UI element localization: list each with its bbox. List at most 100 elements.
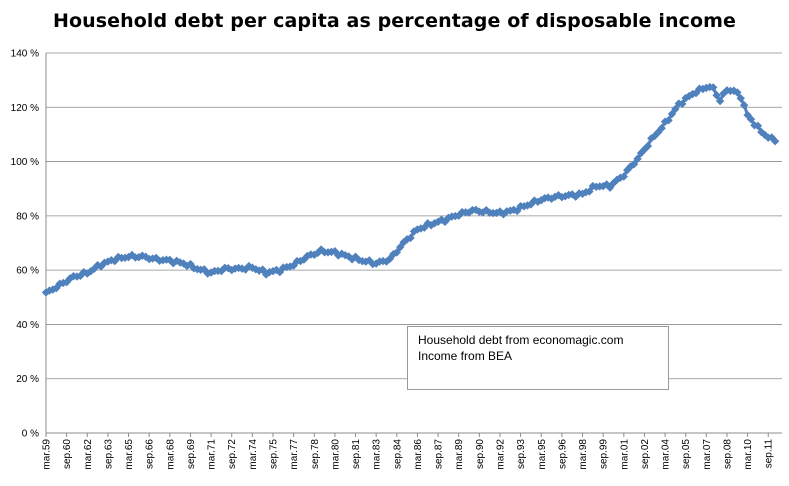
x-tick-label: sep.75	[268, 439, 279, 469]
data-point-marker	[523, 201, 532, 210]
data-point-marker	[568, 190, 577, 199]
data-point-marker	[743, 110, 752, 120]
x-tick-label: mar.83	[372, 439, 383, 470]
data-point-marker	[530, 196, 539, 205]
x-tick-label: mar.80	[330, 439, 341, 470]
data-point-marker	[626, 162, 635, 171]
x-tick-label: sep.90	[475, 439, 486, 469]
data-point-marker	[678, 99, 687, 109]
y-tick-label: 100 %	[11, 157, 39, 168]
y-tick-label: 60 %	[16, 266, 39, 277]
data-point-marker	[409, 227, 419, 236]
x-tick-label: sep.81	[351, 439, 362, 469]
x-tick-label: sep.11	[764, 439, 775, 469]
y-tick-label: 120 %	[11, 103, 39, 114]
data-point-marker	[598, 181, 608, 191]
data-point-marker	[93, 260, 102, 270]
data-point-marker	[585, 187, 594, 196]
x-tick-label: mar.77	[289, 439, 300, 470]
data-point-marker	[657, 124, 666, 133]
x-tick-label: sep.99	[599, 439, 610, 469]
data-point-marker	[561, 192, 570, 201]
data-point-marker	[392, 248, 402, 257]
data-point-marker	[588, 181, 598, 191]
data-point-marker	[45, 286, 54, 295]
data-point-marker	[124, 252, 133, 262]
data-point-marker	[189, 264, 199, 273]
source-note-income: Income from BEA	[418, 349, 513, 363]
source-note-debt: Household debt from economagic.com	[418, 333, 624, 347]
x-tick-label: sep.60	[62, 439, 73, 469]
data-point-marker	[736, 94, 745, 103]
data-point-marker	[48, 285, 58, 294]
x-tick-label: mar.01	[619, 439, 630, 470]
x-tick-label: mar.92	[495, 439, 506, 470]
data-point-marker	[671, 104, 680, 114]
y-tick-label: 40 %	[16, 320, 39, 331]
x-tick-label: sep.02	[640, 439, 651, 469]
x-tick-label: mar.86	[413, 439, 424, 470]
x-tick-label: sep.69	[186, 439, 197, 469]
data-point-marker	[547, 194, 556, 203]
data-point-marker	[753, 121, 763, 131]
data-point-marker	[633, 154, 642, 164]
data-point-marker	[347, 255, 357, 264]
x-tick-label: mar.71	[207, 439, 218, 470]
data-point-marker	[533, 197, 543, 207]
chart-title: Household debt per capita as percentage …	[52, 10, 737, 32]
x-tick-label: mar.68	[165, 439, 176, 470]
data-point-marker	[770, 137, 780, 146]
data-point-marker	[709, 83, 718, 92]
data-point-marker	[643, 141, 653, 151]
data-point-marker	[712, 91, 721, 100]
data-point-marker	[83, 269, 92, 278]
data-point-marker	[702, 83, 711, 93]
data-point-marker	[715, 96, 725, 106]
data-point-marker	[760, 130, 770, 140]
data-point-marker	[103, 257, 113, 266]
y-tick-label: 80 %	[16, 211, 39, 222]
data-point-marker	[237, 264, 247, 273]
x-tick-label: sep.08	[722, 439, 733, 469]
data-point-marker	[746, 115, 756, 124]
x-tick-label: mar.98	[578, 439, 589, 470]
source-annotation-box: Household debt from economagic.com Incom…	[407, 326, 669, 390]
data-point-marker	[609, 178, 618, 188]
data-point-marker	[550, 192, 560, 202]
data-point-marker	[636, 148, 646, 158]
data-point-marker	[684, 91, 694, 101]
data-point-marker	[512, 206, 522, 216]
data-point-marker	[619, 172, 628, 181]
data-point-marker	[519, 202, 529, 211]
data-point-marker	[664, 116, 673, 125]
x-tick-label: sep.72	[227, 439, 238, 469]
x-tick-label: sep.63	[103, 439, 114, 469]
y-tick-label: 140 %	[11, 49, 39, 60]
data-point-marker	[165, 255, 175, 265]
x-tick-label: mar.95	[537, 439, 548, 470]
data-point-marker	[667, 109, 677, 119]
x-tick-label: mar.07	[702, 439, 713, 470]
data-point-marker	[698, 84, 708, 94]
data-point-marker	[653, 128, 663, 137]
x-tick-label: sep.05	[681, 439, 692, 469]
data-point-marker	[571, 192, 580, 201]
series-household-debt	[41, 82, 780, 297]
data-point-marker	[114, 252, 123, 262]
data-point-marker	[499, 210, 508, 219]
data-point-marker	[647, 134, 656, 143]
y-tick-label: 20 %	[16, 374, 39, 385]
x-tick-label: sep.84	[392, 439, 403, 469]
data-point-marker	[616, 173, 625, 182]
data-point-marker	[739, 101, 749, 110]
data-point-marker	[578, 189, 587, 199]
x-tick-label: mar.10	[743, 439, 754, 470]
x-tick-label: sep.96	[557, 439, 568, 469]
x-tick-label: sep.78	[310, 439, 321, 469]
x-tick-label: mar.04	[661, 439, 672, 470]
axes	[45, 53, 782, 437]
x-tick-label: mar.59	[42, 439, 53, 470]
data-point-marker	[605, 183, 615, 192]
data-point-marker	[688, 89, 697, 99]
